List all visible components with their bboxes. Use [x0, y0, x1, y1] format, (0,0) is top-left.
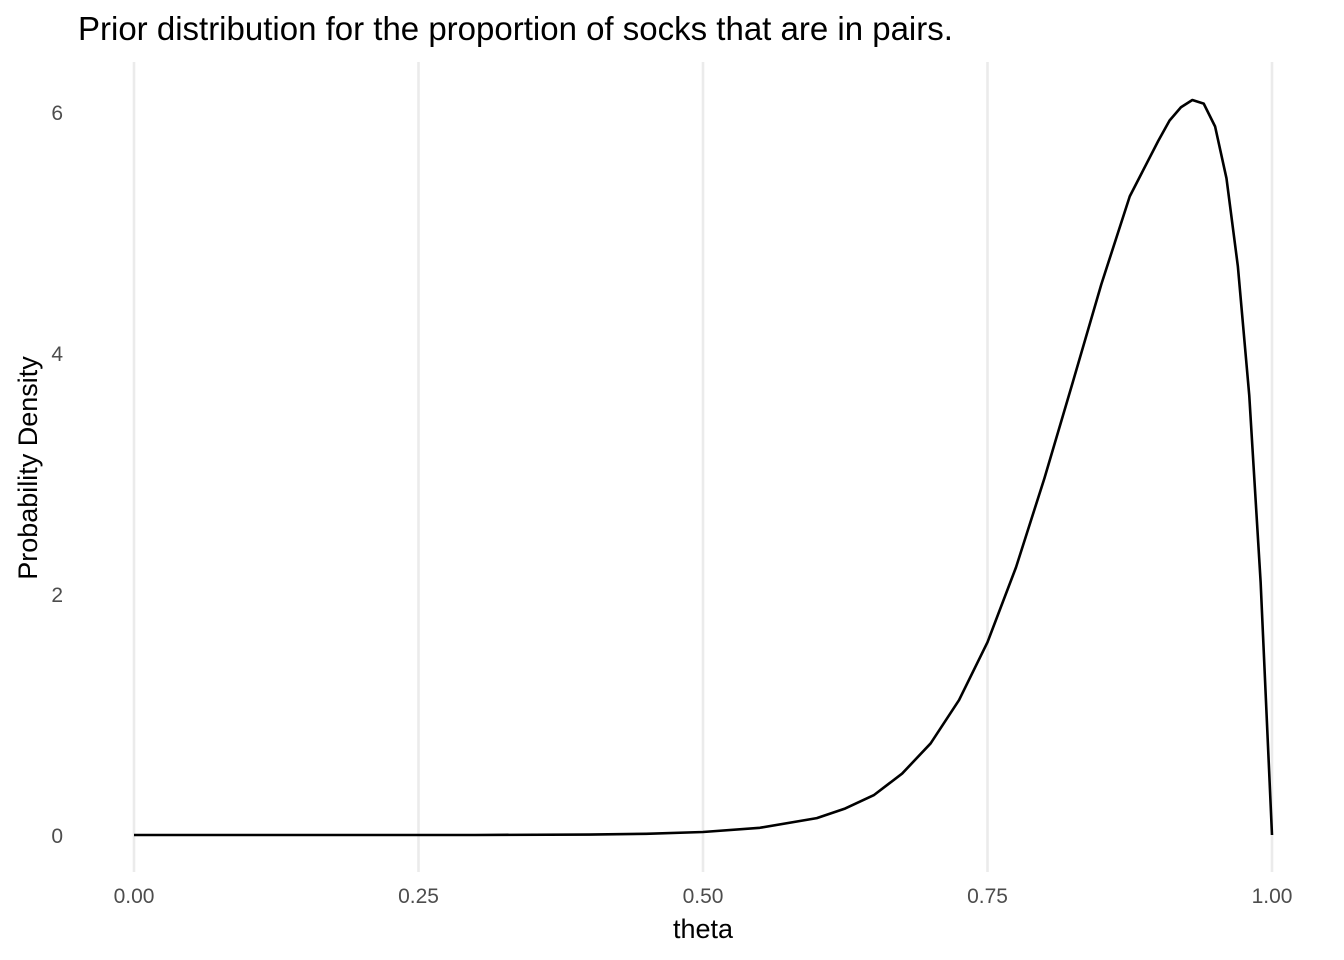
x-tick-label-3: 0.75: [967, 885, 1008, 908]
gridlines: [132, 62, 1274, 872]
y-axis-tick-labels: 0 2 4 6: [51, 102, 63, 848]
y-axis-title: Probability Density: [13, 356, 43, 580]
x-tick-label-0: 0.00: [114, 885, 155, 908]
y-tick-label-0: 0: [51, 825, 63, 848]
x-tick-label-4: 1.00: [1252, 885, 1293, 908]
x-tick-label-2: 0.50: [683, 885, 724, 908]
y-tick-label-1: 2: [51, 584, 63, 607]
y-tick-label-2: 4: [51, 343, 63, 366]
density-curve: [134, 98, 1274, 837]
x-tick-label-1: 0.25: [398, 885, 439, 908]
chart-title: Prior distribution for the proportion of…: [78, 10, 953, 47]
series-layer: [134, 98, 1274, 837]
x-axis-tick-labels: 0.00 0.25 0.50 0.75 1.00: [114, 885, 1293, 908]
y-tick-label-3: 6: [51, 102, 63, 125]
x-axis-title: theta: [673, 914, 734, 944]
